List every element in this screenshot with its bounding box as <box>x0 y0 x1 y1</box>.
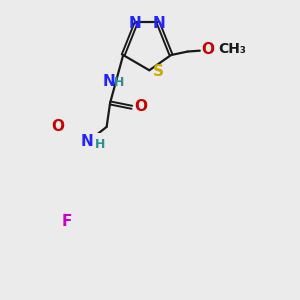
Text: O: O <box>134 99 147 114</box>
Text: CH₃: CH₃ <box>218 42 246 56</box>
Text: F: F <box>61 214 72 229</box>
Text: N: N <box>152 16 165 31</box>
Text: N: N <box>102 74 115 89</box>
Text: H: H <box>94 138 105 151</box>
Text: N: N <box>81 134 94 149</box>
Text: O: O <box>51 118 64 134</box>
Text: S: S <box>153 64 164 79</box>
Text: N: N <box>129 16 142 31</box>
Text: H: H <box>114 76 124 89</box>
Text: O: O <box>202 42 214 57</box>
